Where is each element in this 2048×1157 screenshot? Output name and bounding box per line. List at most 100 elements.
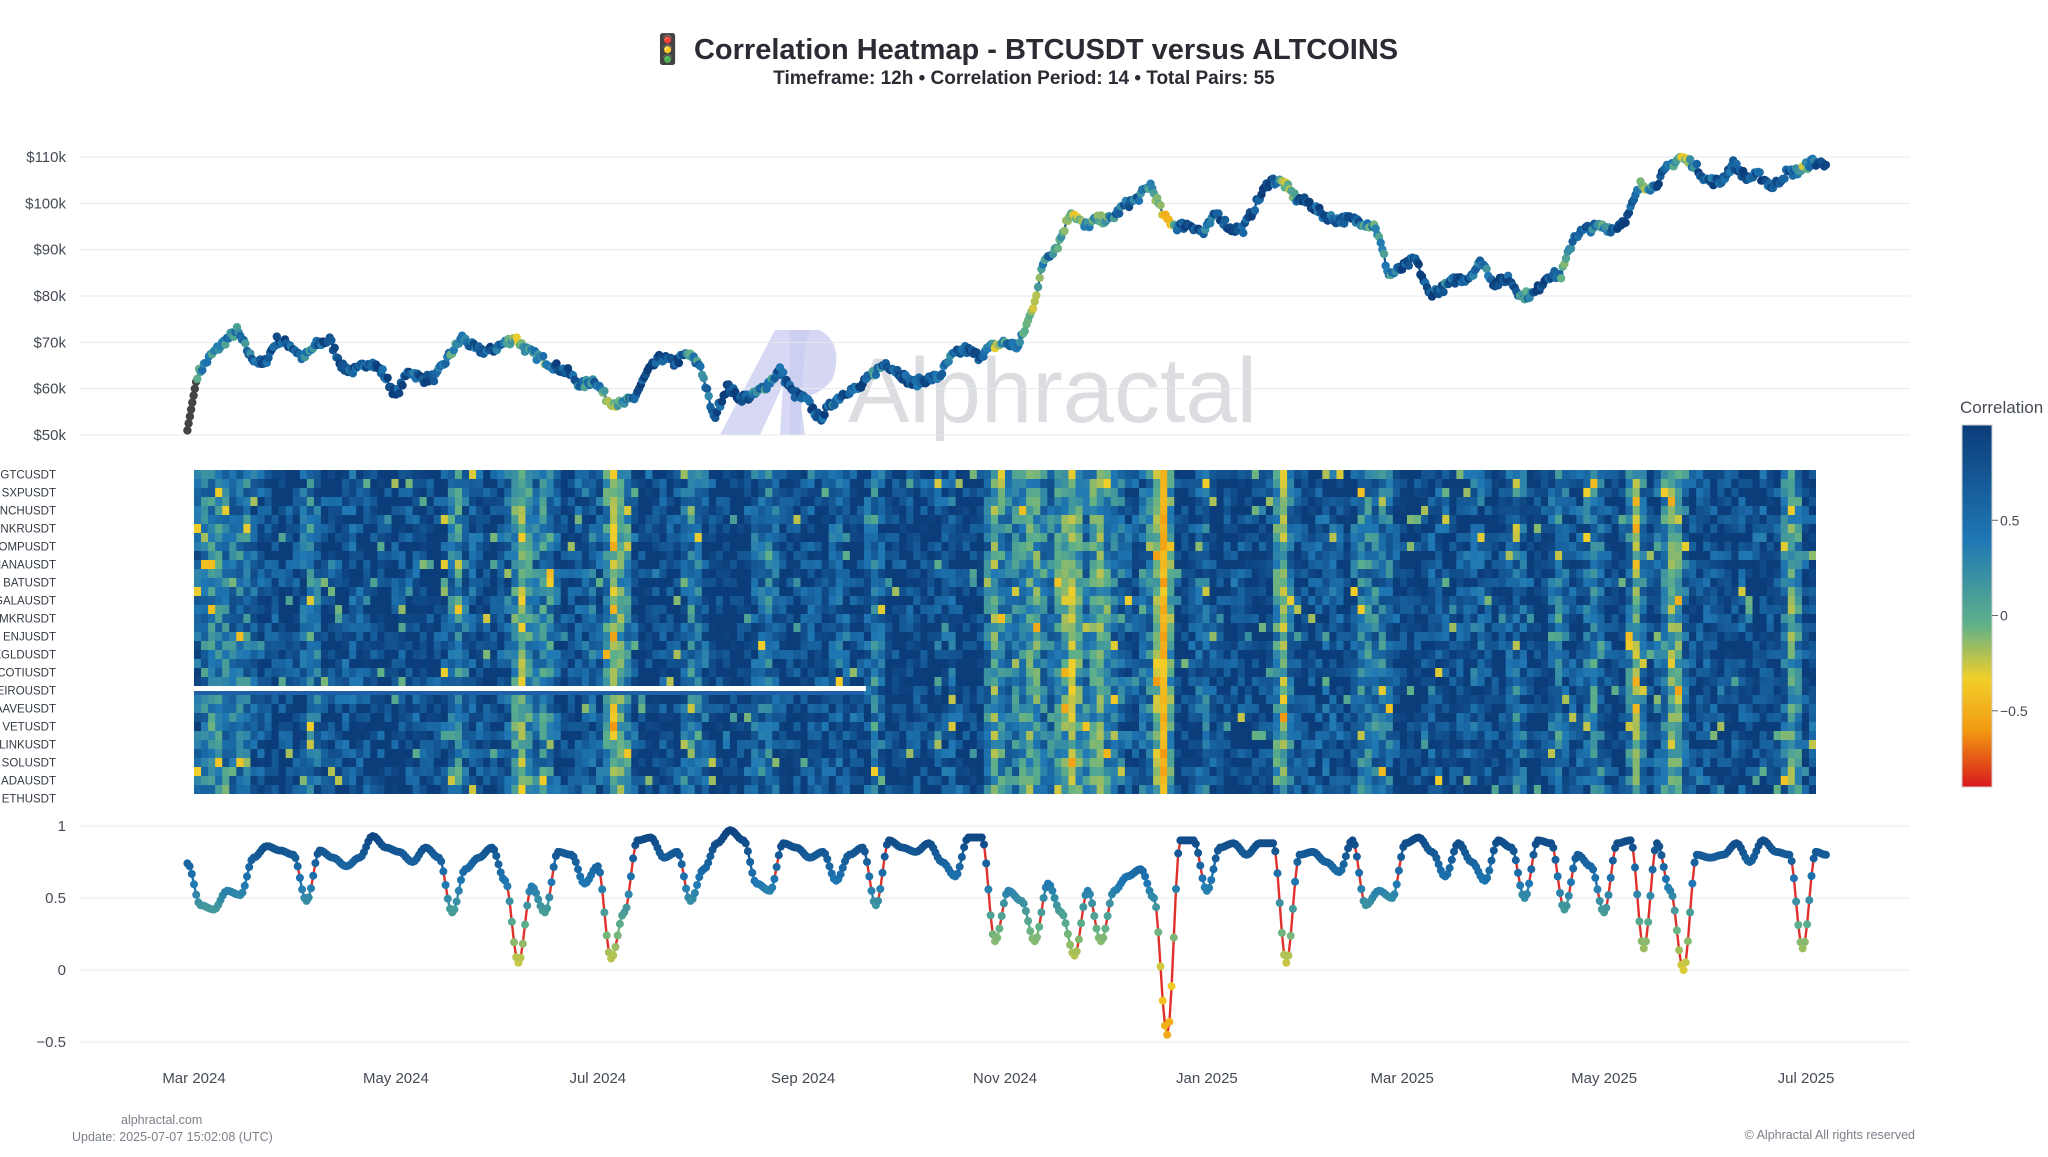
heatmap-cell bbox=[695, 695, 703, 705]
heatmap-cell bbox=[257, 623, 265, 633]
heatmap-cell bbox=[406, 506, 414, 516]
heatmap-cell bbox=[645, 704, 653, 714]
heatmap-cell bbox=[314, 515, 322, 525]
heatmap-cell bbox=[667, 560, 675, 570]
heatmap-cell bbox=[892, 695, 900, 705]
heatmap-cell bbox=[843, 479, 851, 489]
heatmap-cell bbox=[201, 551, 209, 561]
heatmap-cell bbox=[864, 560, 872, 570]
heatmap-cell bbox=[462, 623, 470, 633]
heatmap-cell bbox=[518, 551, 526, 561]
heatmap-cell bbox=[455, 470, 463, 480]
heatmap-cell bbox=[963, 740, 971, 750]
heatmap-cell bbox=[490, 515, 498, 525]
heatmap-cell bbox=[871, 686, 879, 696]
heatmap-cell bbox=[709, 497, 717, 507]
heatmap-cell bbox=[335, 479, 343, 489]
heatmap-cell bbox=[871, 740, 879, 750]
heatmap-cell bbox=[652, 641, 660, 651]
heatmap-cell bbox=[822, 578, 830, 588]
heatmap-cell bbox=[229, 533, 237, 543]
heatmap-cell bbox=[667, 749, 675, 759]
heatmap-cell bbox=[772, 614, 780, 624]
heatmap-cell bbox=[772, 776, 780, 786]
heatmap-cell bbox=[942, 623, 950, 633]
heatmap-cell bbox=[533, 623, 541, 633]
heatmap-cell bbox=[800, 551, 808, 561]
heatmap-cell bbox=[949, 632, 957, 642]
heatmap-cell bbox=[645, 668, 653, 678]
heatmap-cell bbox=[194, 506, 202, 516]
heatmap-cell bbox=[540, 569, 548, 579]
heatmap-cell bbox=[399, 749, 407, 759]
heatmap-cell bbox=[497, 623, 505, 633]
heatmap-cell bbox=[942, 524, 950, 534]
heatmap-cell bbox=[250, 623, 258, 633]
heatmap-cell bbox=[377, 515, 385, 525]
heatmap-cell bbox=[934, 758, 942, 768]
heatmap-cell bbox=[434, 659, 442, 669]
heatmap-cell bbox=[617, 524, 625, 534]
heatmap-cell bbox=[349, 659, 357, 669]
heatmap-cell bbox=[384, 578, 392, 588]
heatmap-cell bbox=[342, 758, 350, 768]
heatmap-cell bbox=[300, 668, 308, 678]
heatmap-cell bbox=[314, 623, 322, 633]
heatmap-cell bbox=[970, 659, 978, 669]
heatmap-cell bbox=[716, 533, 724, 543]
heatmap-cell bbox=[420, 470, 428, 480]
heatmap-cell bbox=[504, 668, 512, 678]
heatmap-cell bbox=[927, 785, 935, 795]
heatmap-cell bbox=[864, 659, 872, 669]
heatmap-cell bbox=[786, 569, 794, 579]
heatmap-cell bbox=[984, 506, 992, 516]
heatmap-cell bbox=[370, 659, 378, 669]
heatmap-cell bbox=[448, 506, 456, 516]
heatmap-cell bbox=[328, 542, 336, 552]
heatmap-cell bbox=[956, 677, 964, 687]
heatmap-cell bbox=[504, 596, 512, 606]
heatmap-cell bbox=[370, 614, 378, 624]
heatmap-cell bbox=[406, 614, 414, 624]
heatmap-cell bbox=[377, 713, 385, 723]
heatmap-cell bbox=[363, 542, 371, 552]
heatmap-cell bbox=[843, 641, 851, 651]
heatmap-cell bbox=[624, 560, 632, 570]
heatmap-cell bbox=[744, 713, 752, 723]
heatmap-cell bbox=[286, 740, 294, 750]
heatmap-cell bbox=[751, 569, 759, 579]
heatmap-cell bbox=[617, 650, 625, 660]
heatmap-cell bbox=[667, 506, 675, 516]
heatmap-cell bbox=[300, 470, 308, 480]
heatmap-cell bbox=[349, 470, 357, 480]
heatmap-cell bbox=[645, 497, 653, 507]
heatmap-cell bbox=[582, 605, 590, 615]
heatmap-cell bbox=[533, 785, 541, 795]
heatmap-cell bbox=[399, 776, 407, 786]
heatmap-cell bbox=[413, 776, 421, 786]
heatmap-cell bbox=[709, 641, 717, 651]
heatmap-cell bbox=[843, 497, 851, 507]
heatmap-cell bbox=[822, 623, 830, 633]
heatmap-cell bbox=[511, 614, 519, 624]
heatmap-cell bbox=[808, 533, 816, 543]
heatmap-cell bbox=[533, 596, 541, 606]
heatmap-cell bbox=[575, 578, 583, 588]
heatmap-cell bbox=[878, 542, 886, 552]
heatmap-cell bbox=[730, 650, 738, 660]
heatmap-cell bbox=[575, 704, 583, 714]
heatmap-cell bbox=[878, 605, 886, 615]
heatmap-cell bbox=[716, 632, 724, 642]
heatmap-cell bbox=[335, 533, 343, 543]
heatmap-cell bbox=[737, 560, 745, 570]
heatmap-cell bbox=[518, 479, 526, 489]
heatmap-cell bbox=[229, 767, 237, 777]
heatmap-cell bbox=[215, 749, 223, 759]
heatmap-cell bbox=[377, 641, 385, 651]
heatmap-cell bbox=[568, 731, 576, 741]
heatmap-cell bbox=[808, 749, 816, 759]
heatmap-cell bbox=[779, 695, 787, 705]
heatmap-cell bbox=[984, 758, 992, 768]
heatmap-cell bbox=[328, 713, 336, 723]
heatmap-cell bbox=[554, 776, 562, 786]
